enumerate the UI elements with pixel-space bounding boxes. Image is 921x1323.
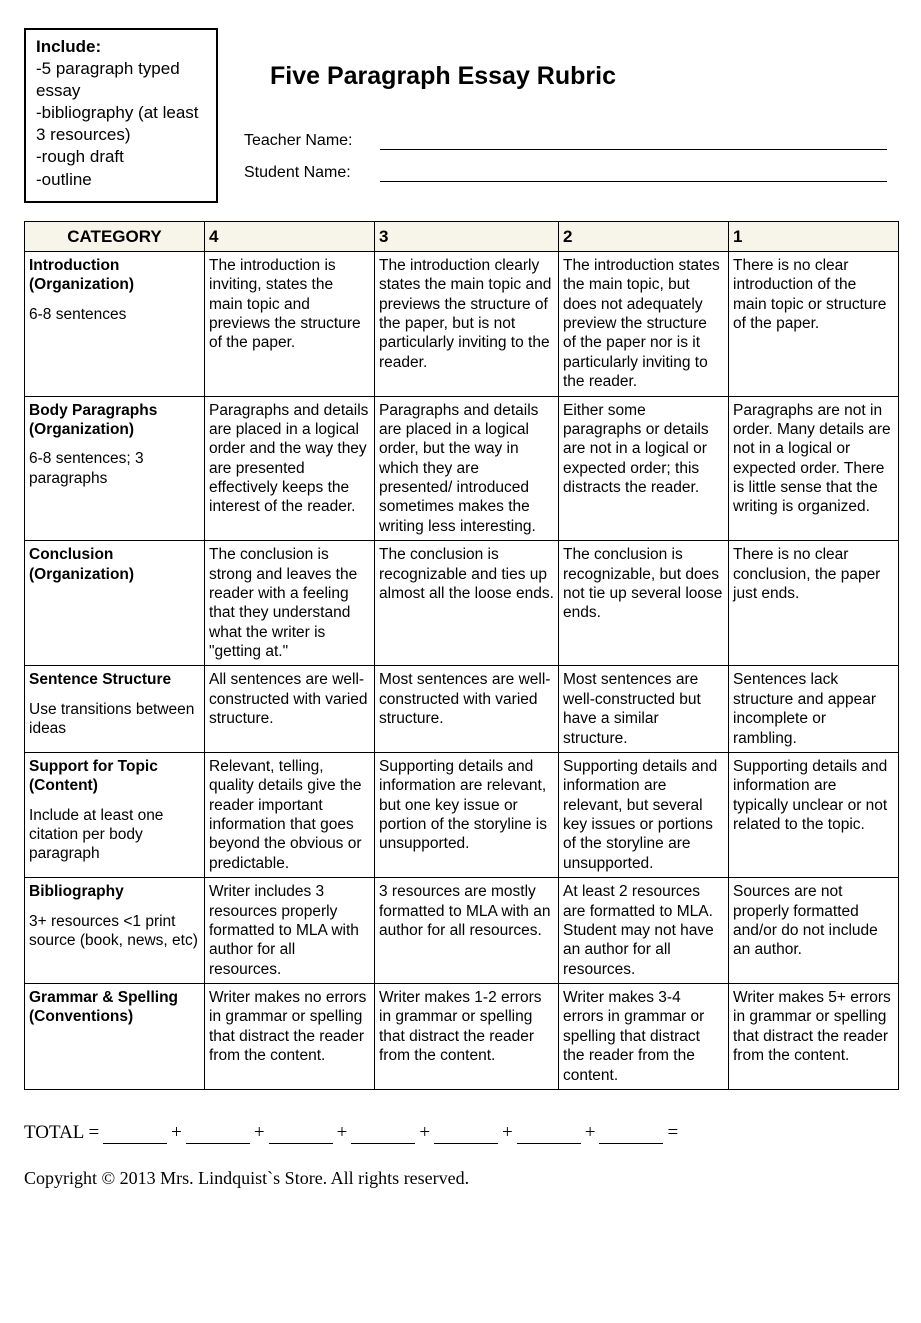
include-header: Include: [36, 37, 101, 56]
rubric-cell: Either some paragraphs or details are no… [559, 396, 729, 541]
rubric-cell: Writer makes no errors in grammar or spe… [205, 984, 375, 1090]
rubric-cell: Relevant, telling, quality details give … [205, 752, 375, 877]
category-cell: Conclusion (Organization) [25, 541, 205, 666]
category-cell: Grammar & Spelling (Conventions) [25, 984, 205, 1090]
rubric-table: CATEGORY 4 3 2 1 Introduction (Organizat… [24, 221, 899, 1090]
rubric-cell: Writer includes 3 resources properly for… [205, 878, 375, 984]
total-blank[interactable] [351, 1122, 415, 1144]
category-bold: Bibliography [29, 882, 200, 901]
category-note: Use transitions between ideas [29, 700, 200, 739]
rubric-cell: The conclusion is recognizable and ties … [375, 541, 559, 666]
col-header-3: 3 [375, 221, 559, 251]
category-note: Include at least one citation per body p… [29, 806, 200, 864]
rubric-cell: Most sentences are well-constructed but … [559, 666, 729, 753]
col-header-category: CATEGORY [25, 221, 205, 251]
rubric-cell: All sentences are well-constructed with … [205, 666, 375, 753]
include-item: -5 paragraph typed essay [36, 58, 206, 102]
page-title: Five Paragraph Essay Rubric [270, 62, 897, 91]
rubric-cell: Supporting details and information are r… [375, 752, 559, 877]
rubric-cell: The introduction states the main topic, … [559, 251, 729, 396]
rubric-cell: Writer makes 3-4 errors in grammar or sp… [559, 984, 729, 1090]
rubric-cell: The conclusion is strong and leaves the … [205, 541, 375, 666]
category-cell: Bibliography 3+ resources <1 print source… [25, 878, 205, 984]
rubric-cell: Writer makes 5+ errors in grammar or spe… [729, 984, 899, 1090]
table-row: Sentence Structure Use transitions betwee… [25, 666, 899, 753]
rubric-cell: Sentences lack structure and appear inco… [729, 666, 899, 753]
category-bold: Body Paragraphs (Organization) [29, 401, 200, 440]
header-area: Include: -5 paragraph typed essay -bibli… [24, 28, 897, 203]
student-name-input[interactable] [380, 164, 887, 183]
rubric-cell: Supporting details and information are r… [559, 752, 729, 877]
total-blank[interactable] [517, 1122, 581, 1144]
rubric-cell: Writer makes 1-2 errors in grammar or sp… [375, 984, 559, 1090]
rubric-cell: Sources are not properly formatted and/o… [729, 878, 899, 984]
total-blank[interactable] [186, 1122, 250, 1144]
rubric-cell: Paragraphs and details are placed in a l… [205, 396, 375, 541]
category-note: 6-8 sentences; 3 paragraphs [29, 449, 200, 488]
rubric-cell: Paragraphs are not in order. Many detail… [729, 396, 899, 541]
rubric-cell: Most sentences are well-constructed with… [375, 666, 559, 753]
category-bold: Sentence Structure [29, 670, 200, 689]
rubric-cell: Supporting details and information are t… [729, 752, 899, 877]
rubric-cell: There is no clear introduction of the ma… [729, 251, 899, 396]
col-header-4: 4 [205, 221, 375, 251]
rubric-cell: 3 resources are mostly formatted to MLA … [375, 878, 559, 984]
include-item: -outline [36, 169, 206, 191]
category-bold: Introduction (Organization) [29, 256, 200, 295]
col-header-1: 1 [729, 221, 899, 251]
category-bold: Conclusion (Organization) [29, 545, 200, 584]
category-cell: Introduction (Organization) 6-8 sentences [25, 251, 205, 396]
title-area: Five Paragraph Essay Rubric Teacher Name… [244, 28, 897, 196]
rubric-cell: Paragraphs and details are placed in a l… [375, 396, 559, 541]
category-cell: Body Paragraphs (Organization) 6-8 senten… [25, 396, 205, 541]
category-bold: Support for Topic (Content) [29, 757, 200, 796]
copyright: Copyright © 2013 Mrs. Lindquist`s Store.… [24, 1168, 897, 1189]
include-item: -bibliography (at least 3 resources) [36, 102, 206, 146]
rubric-cell: The introduction clearly states the main… [375, 251, 559, 396]
student-label: Student Name: [244, 164, 374, 182]
table-row: Introduction (Organization) 6-8 sentences… [25, 251, 899, 396]
total-blank[interactable] [103, 1122, 167, 1144]
table-row: Grammar & Spelling (Conventions)Writer m… [25, 984, 899, 1090]
table-header-row: CATEGORY 4 3 2 1 [25, 221, 899, 251]
include-box: Include: -5 paragraph typed essay -bibli… [24, 28, 218, 203]
category-cell: Sentence Structure Use transitions betwee… [25, 666, 205, 753]
teacher-name-line: Teacher Name: [244, 131, 897, 150]
table-row: Conclusion (Organization)The conclusion … [25, 541, 899, 666]
student-name-line: Student Name: [244, 164, 897, 183]
category-cell: Support for Topic (Content) Include at le… [25, 752, 205, 877]
total-blank[interactable] [269, 1122, 333, 1144]
table-row: Support for Topic (Content) Include at le… [25, 752, 899, 877]
category-note: 6-8 sentences [29, 305, 200, 324]
col-header-2: 2 [559, 221, 729, 251]
total-label: TOTAL = [24, 1122, 99, 1144]
include-item: -rough draft [36, 146, 206, 168]
teacher-name-input[interactable] [380, 131, 887, 150]
table-row: Body Paragraphs (Organization) 6-8 senten… [25, 396, 899, 541]
category-bold: Grammar & Spelling (Conventions) [29, 988, 200, 1027]
table-row: Bibliography 3+ resources <1 print source… [25, 878, 899, 984]
rubric-cell: The conclusion is recognizable, but does… [559, 541, 729, 666]
total-line: TOTAL = + + + + + + = [24, 1122, 897, 1144]
teacher-label: Teacher Name: [244, 132, 374, 150]
rubric-cell: The introduction is inviting, states the… [205, 251, 375, 396]
rubric-cell: At least 2 resources are formatted to ML… [559, 878, 729, 984]
category-note: 3+ resources <1 print source (book, news… [29, 912, 200, 951]
total-blank[interactable] [599, 1122, 663, 1144]
rubric-cell: There is no clear conclusion, the paper … [729, 541, 899, 666]
total-blank[interactable] [434, 1122, 498, 1144]
